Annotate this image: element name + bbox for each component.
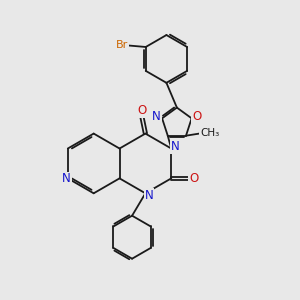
Text: N: N bbox=[62, 172, 71, 185]
Text: O: O bbox=[192, 110, 202, 123]
Text: N: N bbox=[152, 110, 161, 123]
Text: O: O bbox=[189, 172, 199, 185]
Text: CH₃: CH₃ bbox=[200, 128, 219, 138]
Text: N: N bbox=[145, 189, 153, 202]
Text: O: O bbox=[137, 104, 146, 117]
Text: N: N bbox=[170, 140, 179, 153]
Text: Br: Br bbox=[116, 40, 128, 50]
